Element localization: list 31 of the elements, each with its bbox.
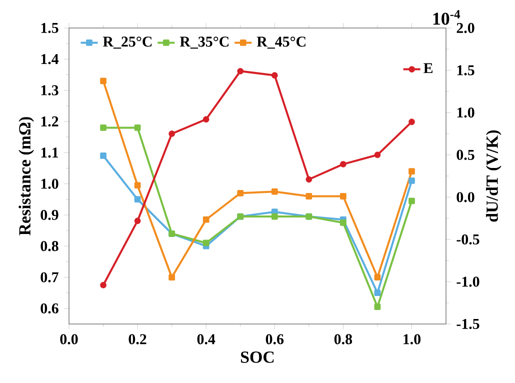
x-tick-label: 0.8: [334, 334, 352, 344]
y-axis-title: Resistance (mΩ): [18, 117, 34, 236]
x-tick-label: 0.6: [266, 334, 284, 344]
y-tick-label: 1.5: [41, 22, 58, 34]
y-tick-label: 0.9: [40, 210, 58, 220]
legend-label: R_45°C: [256, 36, 306, 49]
y2-tick-label: 0.0: [456, 192, 474, 202]
x-axis-title: SOC: [240, 351, 274, 363]
y-tick-label: 0.7: [40, 272, 58, 282]
y-tick-label: 1.3: [41, 85, 58, 96]
y2-tick-label: 1.0: [457, 107, 474, 118]
y-tick-label: 0.8: [40, 241, 58, 252]
x-tick-label: 0.4: [197, 334, 216, 344]
y-tick-label: 0.6: [40, 303, 58, 314]
y2-tick-label: 1.5: [457, 65, 474, 76]
y2-tick-label: 0.5: [456, 150, 474, 160]
x-tick-label: 0.2: [128, 334, 146, 344]
x-tick-label: 1.0: [404, 334, 421, 344]
y2-axis-title: dU/dT (V/K): [486, 130, 502, 222]
legend-label: R_35°C: [180, 36, 228, 49]
y-tick-label: 1.2: [41, 116, 58, 127]
y-tick-label: 1.0: [41, 178, 58, 189]
y-tick-label: 1.1: [41, 148, 58, 158]
y2-tick-label: -1.5: [456, 318, 480, 330]
y2-tick-label: -1.0: [456, 276, 480, 287]
legend-label: E: [424, 63, 433, 74]
legend-label: R_25°C: [102, 36, 152, 49]
y2-tick-label: 2.0: [456, 22, 474, 34]
x-tick-label: 0.0: [60, 334, 78, 344]
y2-tick-label: -0.5: [456, 234, 480, 245]
y-tick-label: 1.4: [41, 54, 59, 64]
